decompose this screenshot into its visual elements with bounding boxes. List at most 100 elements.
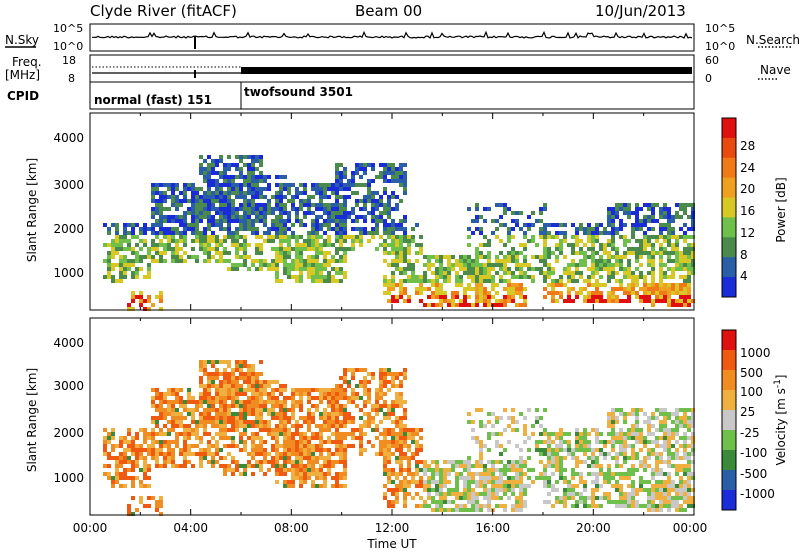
echo-cell: [319, 251, 323, 255]
echo-cell: [615, 452, 619, 456]
echo-cell: [563, 448, 567, 452]
echo-cell: [331, 404, 335, 408]
echo-cell: [287, 199, 291, 203]
echo-cell: [403, 400, 407, 404]
echo-cell: [671, 251, 675, 255]
echo-cell: [187, 412, 191, 416]
echo-cell: [399, 448, 403, 452]
echo-cell: [663, 432, 667, 436]
echo-cell: [383, 436, 387, 440]
echo-cell: [211, 420, 215, 424]
echo-cell: [103, 428, 107, 432]
echo-cell: [519, 480, 523, 484]
echo-cell: [235, 412, 239, 416]
echo-cell: [219, 251, 223, 255]
echo-cell: [151, 496, 155, 500]
echo-cell: [155, 211, 159, 215]
echo-cell: [219, 155, 223, 159]
echo-cell: [687, 488, 691, 492]
echo-cell: [579, 476, 583, 480]
echo-cell: [135, 223, 139, 227]
echo-cell: [511, 464, 515, 468]
echo-cell: [559, 275, 563, 279]
echo-cell: [571, 251, 575, 255]
echo-cell: [403, 219, 407, 223]
echo-cell: [655, 484, 659, 488]
echo-cell: [207, 420, 211, 424]
echo-cell: [319, 464, 323, 468]
echo-cell: [199, 368, 203, 372]
echo-cell: [331, 191, 335, 195]
echo-cell: [687, 460, 691, 464]
echo-cell: [343, 223, 347, 227]
echo-cell: [515, 460, 519, 464]
echo-cell: [599, 247, 603, 251]
echo-cell: [383, 464, 387, 468]
echo-cell: [575, 235, 579, 239]
echo-cell: [199, 199, 203, 203]
echo-cell: [283, 175, 287, 179]
echo-cell: [367, 424, 371, 428]
echo-cell: [543, 231, 547, 235]
echo-cell: [331, 203, 335, 207]
echo-cell: [587, 432, 591, 436]
echo-cell: [163, 412, 167, 416]
echo-cell: [387, 235, 391, 239]
echo-cell: [127, 456, 131, 460]
echo-cell: [103, 464, 107, 468]
echo-cell: [575, 295, 579, 299]
echo-cell: [227, 163, 231, 167]
echo-cell: [391, 376, 395, 380]
echo-cell: [271, 227, 275, 231]
echo-cell: [223, 404, 227, 408]
echo-cell: [283, 464, 287, 468]
echo-cell: [215, 424, 219, 428]
echo-cell: [275, 404, 279, 408]
echo-cell: [171, 255, 175, 259]
echo-cell: [151, 259, 155, 263]
echo-cell: [347, 187, 351, 191]
echo-cell: [139, 448, 143, 452]
echo-cell: [183, 424, 187, 428]
echo-cell: [275, 199, 279, 203]
echo-cell: [519, 251, 523, 255]
echo-cell: [371, 167, 375, 171]
echo-cell: [159, 496, 163, 500]
echo-cell: [683, 412, 687, 416]
echo-cell: [311, 416, 315, 420]
echo-cell: [403, 187, 407, 191]
echo-cell: [183, 408, 187, 412]
echo-cell: [667, 223, 671, 227]
echo-cell: [395, 299, 399, 303]
echo-cell: [551, 283, 555, 287]
echo-cell: [643, 488, 647, 492]
echo-cell: [127, 263, 131, 267]
echo-cell: [395, 207, 399, 211]
echo-cell: [299, 432, 303, 436]
echo-cell: [503, 428, 507, 432]
echo-cell: [227, 380, 231, 384]
echo-cell: [687, 279, 691, 283]
echo-cell: [547, 223, 551, 227]
echo-cell: [455, 504, 459, 508]
echo-cell: [687, 492, 691, 496]
echo-cell: [283, 404, 287, 408]
echo-cell: [431, 291, 435, 295]
echo-cell: [411, 436, 415, 440]
echo-cell: [179, 191, 183, 195]
echo-cell: [127, 440, 131, 444]
echo-cell: [555, 231, 559, 235]
echo-cell: [403, 432, 407, 436]
echo-cell: [259, 187, 263, 191]
echo-cell: [631, 492, 635, 496]
echo-cell: [403, 376, 407, 380]
echo-cell: [551, 456, 555, 460]
echo-cell: [351, 227, 355, 231]
velocity-cb-minus100: -100: [740, 446, 767, 460]
echo-cell: [415, 444, 419, 448]
echo-cell: [383, 376, 387, 380]
echo-cell: [243, 251, 247, 255]
echo-cell: [667, 456, 671, 460]
echo-cell: [247, 191, 251, 195]
echo-cell: [267, 227, 271, 231]
